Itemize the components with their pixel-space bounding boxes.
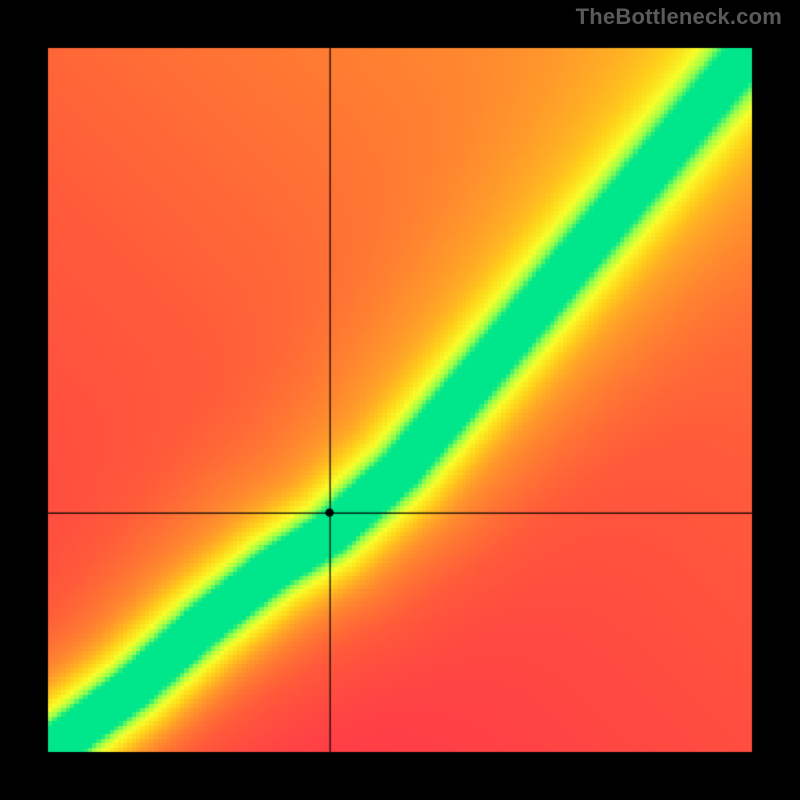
chart-container: TheBottleneck.com (0, 0, 800, 800)
watermark-text: TheBottleneck.com (576, 4, 782, 30)
crosshair-overlay (0, 0, 800, 800)
